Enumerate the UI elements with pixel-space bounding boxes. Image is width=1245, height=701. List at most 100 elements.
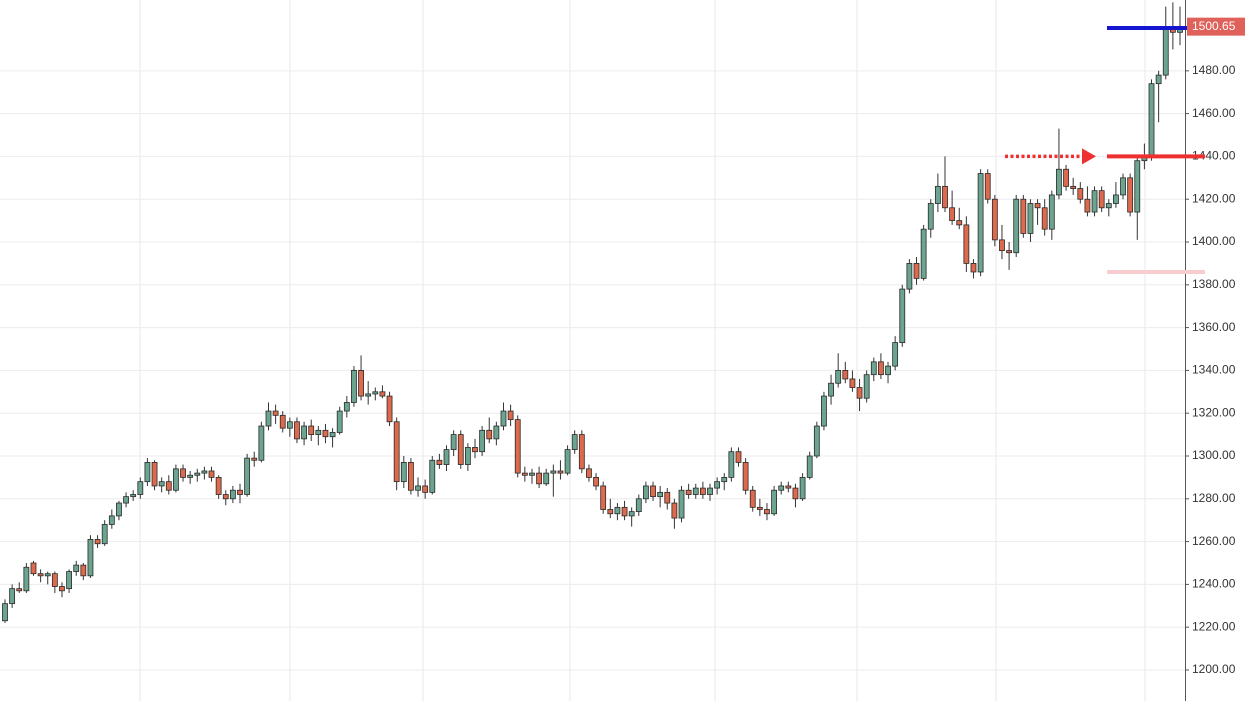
candle-body (1113, 194, 1119, 204)
last-price-label: 1500.65 (1192, 19, 1236, 33)
candle-body (23, 566, 30, 592)
candle-body (229, 489, 236, 500)
candle-body (1098, 190, 1105, 209)
candle-body (450, 434, 457, 450)
candle-body (244, 457, 251, 495)
candle-body (1091, 190, 1098, 213)
candle-body (607, 509, 614, 515)
candle-body (707, 487, 713, 495)
candle-body (806, 455, 813, 478)
candle-body (949, 207, 956, 222)
candle-body (643, 485, 649, 500)
candle-body (578, 434, 585, 470)
candle-body (144, 462, 151, 483)
candle-body (415, 485, 421, 491)
candle-body (1155, 74, 1162, 85)
y-tick-label: 1200.00 (1192, 662, 1236, 676)
candle-body (628, 511, 635, 517)
candle-body (130, 494, 137, 498)
candle-body (493, 425, 500, 440)
candle-body (863, 374, 870, 399)
candle-body (329, 432, 336, 438)
candle-body (301, 425, 307, 440)
candle-body (999, 239, 1005, 251)
candle-body (279, 414, 286, 429)
candle-body (393, 421, 400, 483)
candle-body (372, 391, 379, 395)
candle-body (650, 485, 656, 498)
candle-body (59, 586, 65, 592)
candle-body (87, 539, 94, 577)
y-tick-label: 1380.00 (1192, 277, 1236, 291)
candle-body (173, 468, 179, 491)
y-tick-label: 1320.00 (1192, 405, 1236, 419)
candle-body (308, 425, 315, 435)
candle-body (472, 447, 478, 453)
candle-body (51, 573, 58, 587)
candle-body (529, 472, 535, 476)
candle-body (714, 481, 721, 489)
candle-body (521, 472, 528, 476)
candle-body (1077, 188, 1084, 200)
candle-body (137, 481, 144, 495)
candle-body (899, 288, 906, 343)
candle-body (593, 476, 599, 487)
candle-body (728, 451, 735, 478)
candle-body (1070, 185, 1077, 189)
candle-body (678, 489, 685, 519)
candle-body (1120, 177, 1126, 196)
candle-body (984, 173, 991, 200)
candle-body (885, 365, 891, 376)
candle-body (151, 462, 158, 487)
candle-body (536, 472, 542, 485)
candle-body (878, 361, 884, 376)
candle-body (749, 489, 756, 508)
candle-body (187, 474, 194, 478)
candle-body (785, 485, 792, 489)
candle-body (272, 410, 279, 416)
y-tick-label: 1480.00 (1192, 63, 1236, 77)
candle-body (942, 185, 948, 209)
candle-body (379, 391, 386, 397)
candle-body (80, 564, 87, 577)
candle-body (721, 476, 728, 483)
y-tick-label: 1280.00 (1192, 491, 1236, 505)
candle-body (37, 573, 44, 577)
candle-body (365, 393, 372, 397)
candle-body (635, 498, 642, 513)
candle-body (813, 425, 820, 457)
candle-body (101, 524, 108, 545)
candle-body (315, 429, 322, 435)
candle-body (514, 419, 521, 474)
candle-body (600, 485, 607, 510)
candle-body (1027, 203, 1034, 234)
candle-body (1063, 168, 1069, 187)
candle-body (251, 457, 258, 461)
candle-body (699, 487, 706, 495)
candle-body (856, 387, 863, 399)
candle-body (507, 410, 514, 421)
candle-body (237, 489, 243, 495)
candle-body (771, 489, 777, 515)
candle-body (692, 487, 699, 495)
candle-body (956, 220, 963, 226)
candle-body (386, 395, 393, 423)
candle-body (408, 462, 414, 491)
candle-body (764, 509, 770, 515)
candle-body (258, 425, 265, 461)
candle-body (1034, 203, 1041, 209)
candle-body (123, 496, 129, 504)
candle-body (265, 410, 272, 427)
arrow-head (1082, 148, 1096, 165)
y-tick-label: 1260.00 (1192, 534, 1236, 548)
y-tick-label: 1400.00 (1192, 234, 1236, 248)
candle-body (892, 342, 899, 367)
candle-body (934, 185, 941, 204)
candle-body (756, 506, 763, 510)
candle-body (194, 472, 201, 476)
candle-body (735, 451, 742, 463)
candle-body (821, 395, 827, 427)
candle-body (9, 588, 16, 605)
candle-body (479, 429, 486, 453)
candle-body (1013, 198, 1020, 254)
